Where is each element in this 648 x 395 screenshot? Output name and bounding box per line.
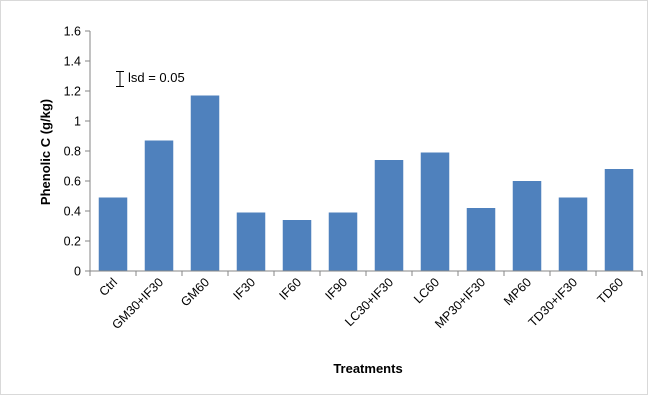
y-tick-label: 0.8 (64, 145, 81, 159)
x-tick-label: IF30 (231, 275, 259, 303)
x-axis-title: Treatments (333, 361, 402, 376)
y-tick-label: 0.2 (64, 235, 81, 249)
bar (190, 95, 220, 271)
bar (558, 197, 588, 271)
bar (328, 212, 358, 271)
y-axis-ticks: 0 0.2 0.4 0.6 0.8 1 1.2 1.4 1.6 (64, 25, 90, 279)
bar (604, 169, 634, 271)
y-tick-label: 0.6 (64, 175, 81, 189)
lsd-annotation: lsd = 0.05 (128, 70, 185, 85)
bar (512, 181, 542, 271)
lsd-error-bar (116, 71, 124, 87)
x-tick-label: TD30+IF30 (526, 275, 580, 329)
bar (98, 197, 128, 271)
y-tick-label: 1.2 (64, 85, 81, 99)
bar (282, 220, 312, 271)
x-tick-label: MP60 (501, 275, 534, 308)
x-tick-label: TD60 (595, 275, 627, 307)
y-tick-label: 1.6 (64, 25, 81, 39)
x-tick-label: MP30+IF30 (432, 275, 488, 331)
y-tick-label: 1 (74, 115, 81, 129)
x-tick-label: LC30+IF30 (342, 275, 396, 329)
bar (374, 160, 404, 271)
x-tick-label: LC60 (411, 275, 442, 306)
x-tick-label: IF60 (277, 275, 305, 303)
y-tick-label: 0.4 (64, 205, 81, 219)
y-tick-label: 0 (74, 265, 81, 279)
bar (420, 152, 450, 271)
bar (466, 208, 496, 271)
bars (98, 95, 634, 271)
bar (144, 140, 174, 271)
y-axis-title: Phenolic C (g/kg) (38, 99, 53, 205)
y-tick-label: 1.4 (64, 55, 81, 69)
bar (236, 212, 266, 271)
x-tick-label: Ctrl (96, 275, 120, 299)
x-tick-label: IF90 (323, 275, 351, 303)
x-tick-label: GM60 (178, 275, 212, 309)
